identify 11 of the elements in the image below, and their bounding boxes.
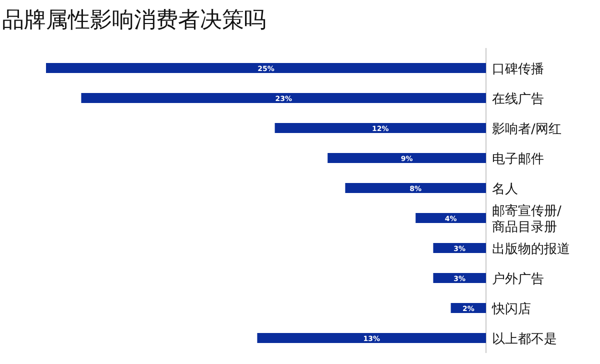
chart-title: 品牌属性影响消费者决策吗	[2, 8, 266, 33]
y-tick-label: 以上都不是	[492, 332, 557, 347]
y-tick-label: 出版物的报道	[492, 242, 570, 257]
y-tick-label: 户外广告	[492, 272, 544, 287]
y-tick-label: 口碑传播	[492, 62, 544, 77]
y-tick-label: 电子邮件	[492, 152, 544, 167]
y-tick-label: 在线广告	[492, 92, 544, 107]
y-tick-label: 邮寄宣传册/ 商品目录册	[492, 203, 562, 235]
y-tick-label: 名人	[492, 182, 518, 197]
y-tick-label: 影响者/网红	[492, 122, 562, 137]
y-tick-label: 快闪店	[491, 301, 531, 317]
